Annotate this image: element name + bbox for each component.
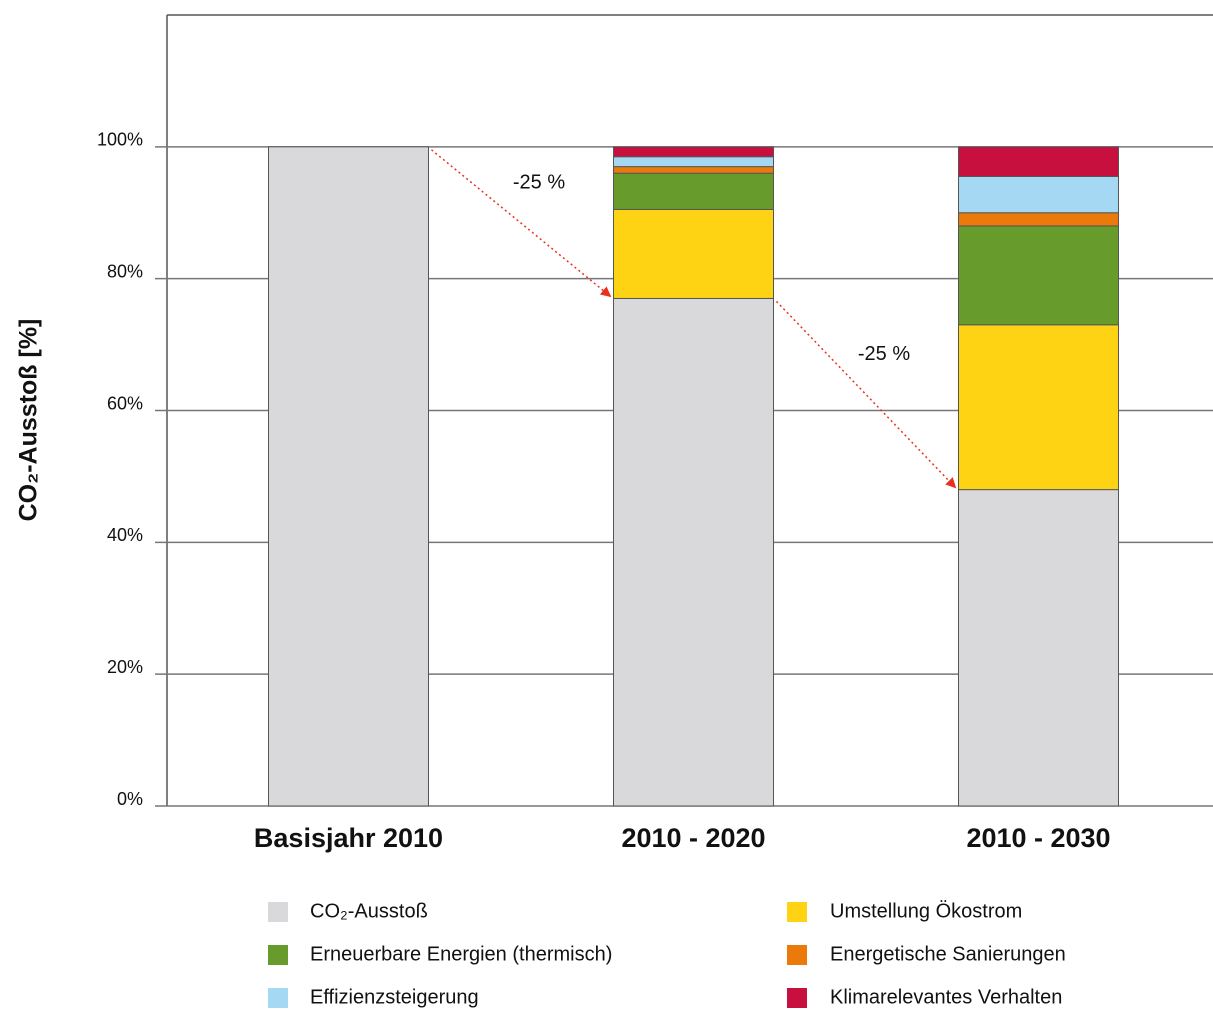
bar-segment [958,146,1119,177]
annotation-arrow [431,149,612,298]
annotation: -25 % [513,171,565,193]
legend-swatch [268,902,288,922]
legend-swatch [787,988,807,1008]
bar-segment [613,208,774,299]
legend-label: Effizienzsteigerung [310,986,479,1008]
y-axis-label: CO₂-Ausstoß [%] [15,319,43,522]
bar-segment [613,166,774,174]
bar-segment [958,324,1119,491]
legend-label: Energetische Sanierungen [830,943,1066,965]
legend-label: Klimarelevantes Verhalten [830,986,1062,1008]
y-tick-label: 100% [97,130,143,150]
bar-segment [613,297,774,807]
y-tick-label: 80% [107,261,143,281]
legend-label: Erneuerbare Energien (thermisch) [310,943,612,965]
legend-swatch [268,945,288,965]
bar-segment [613,156,774,168]
y-tick-label: 20% [107,657,143,677]
bar-segment [958,212,1119,227]
annotation-arrow [775,300,957,489]
bar-segment [268,146,429,807]
bar-segment [613,172,774,210]
x-tick-label: Basisjahr 2010 [254,823,443,853]
x-tick-label: 2010 - 2030 [966,823,1110,853]
bar-segment [613,146,774,158]
annotation: -25 % [858,343,910,365]
bar-segment [958,489,1119,807]
bar-segment [958,225,1119,326]
legend-swatch [787,902,807,922]
legend-label: Umstellung Ökostrom [830,900,1022,922]
legend-swatch [268,988,288,1008]
bar-segment [958,175,1119,214]
y-tick-label: 40% [107,525,143,545]
x-tick-label: 2010 - 2020 [621,823,765,853]
legend-label: CO₂-Ausstoß [310,900,428,922]
legend-swatch [787,945,807,965]
y-tick-label: 0% [117,789,143,809]
y-tick-label: 60% [107,393,143,413]
